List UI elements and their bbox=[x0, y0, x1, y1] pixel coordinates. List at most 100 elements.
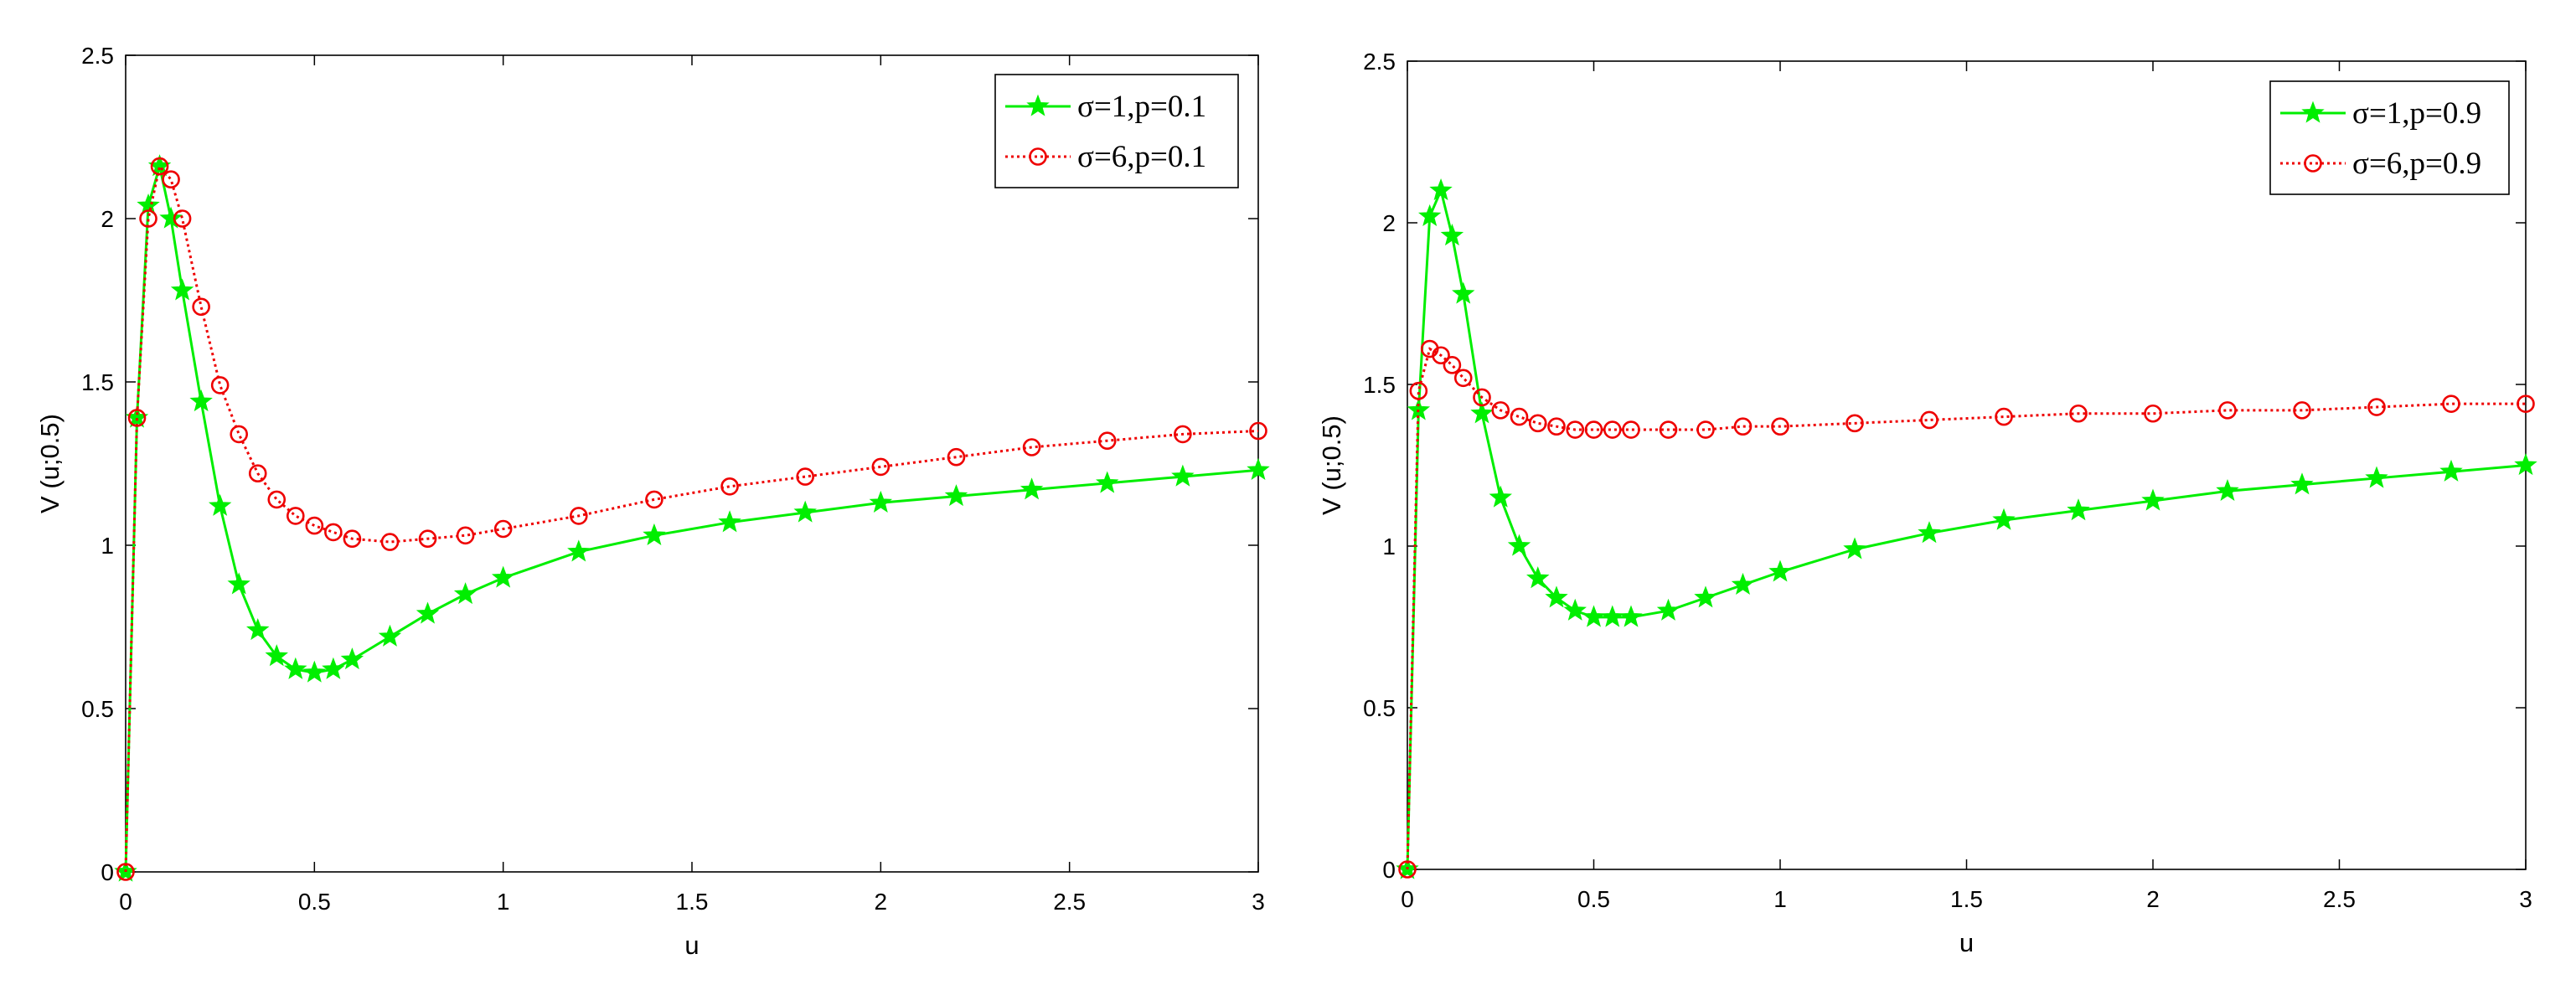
data-point bbox=[1526, 566, 1550, 589]
data-point bbox=[208, 493, 232, 516]
data-point bbox=[1020, 477, 1044, 500]
data-point bbox=[645, 490, 663, 509]
data-point bbox=[2365, 466, 2388, 488]
data-point bbox=[1622, 420, 1640, 439]
data-point bbox=[569, 507, 588, 525]
plot-area-box bbox=[1407, 60, 2527, 870]
data-point bbox=[1440, 224, 1464, 246]
x-tick-label: 0 bbox=[1401, 886, 1414, 912]
data-point bbox=[1694, 585, 1717, 608]
data-point bbox=[1473, 388, 1491, 407]
data-point bbox=[1566, 420, 1585, 439]
data-point bbox=[1545, 585, 1568, 608]
data-point bbox=[1584, 420, 1603, 439]
data-point bbox=[116, 863, 135, 881]
data-point bbox=[139, 209, 157, 228]
data-point bbox=[947, 447, 966, 467]
data-point bbox=[2439, 459, 2463, 482]
data-point bbox=[246, 617, 270, 641]
y-tick-label: 2 bbox=[101, 206, 114, 232]
data-point bbox=[1918, 521, 1941, 544]
data-point bbox=[2067, 498, 2090, 521]
data-point bbox=[1507, 534, 1531, 556]
data-point bbox=[2290, 472, 2314, 495]
data-point bbox=[2141, 488, 2165, 511]
x-tick-label: 0.5 bbox=[1577, 886, 1610, 912]
data-point bbox=[162, 170, 180, 188]
y-axis-label: V (u;0.5) bbox=[1317, 415, 1346, 515]
x-tick-label: 0 bbox=[119, 889, 132, 915]
y-tick-label: 1.5 bbox=[81, 369, 114, 395]
data-point bbox=[189, 389, 213, 412]
y-tick-label: 1 bbox=[1382, 534, 1396, 559]
data-point bbox=[793, 500, 817, 523]
data-point bbox=[170, 278, 194, 301]
chart-left: 0 0.5 1 1.5 2 2.5 3 0 0.5 1 1.5 2 2.5 u V (u;0.5) σ=1,p… bbox=[35, 43, 1270, 960]
y-tick-label: 0.5 bbox=[81, 696, 114, 722]
data-point bbox=[1528, 414, 1547, 433]
y-tick-label: 1 bbox=[101, 533, 114, 559]
data-point bbox=[2517, 394, 2535, 413]
legend-marker bbox=[1029, 147, 1047, 166]
data-point bbox=[2144, 404, 2162, 423]
data-point bbox=[2293, 401, 2311, 420]
data-point bbox=[173, 209, 192, 228]
data-point bbox=[1920, 410, 1938, 430]
data-point bbox=[1547, 417, 1566, 436]
data-point bbox=[720, 477, 739, 496]
data-point bbox=[159, 206, 183, 229]
data-point bbox=[305, 516, 324, 535]
data-point bbox=[1768, 559, 1792, 582]
data-point bbox=[456, 526, 475, 545]
x-tick-label: 1.5 bbox=[676, 889, 709, 915]
series-line bbox=[1406, 347, 2526, 870]
legend-box bbox=[2269, 80, 2510, 195]
data-point bbox=[1733, 417, 1753, 436]
data-point bbox=[491, 565, 515, 588]
data-point bbox=[1659, 420, 1678, 439]
data-point bbox=[1656, 598, 1680, 621]
y-tick-label: 0 bbox=[101, 859, 114, 885]
y-tick-label: 1.5 bbox=[1363, 372, 1396, 398]
x-tick-label: 1 bbox=[1773, 886, 1787, 912]
data-point bbox=[302, 660, 327, 683]
data-point bbox=[718, 510, 741, 533]
data-point bbox=[1510, 407, 1529, 426]
data-point bbox=[1992, 508, 2016, 530]
data-point bbox=[248, 464, 267, 483]
data-point bbox=[1407, 398, 1431, 420]
x-tick-label: 0.5 bbox=[298, 889, 331, 915]
data-point bbox=[1247, 457, 1270, 480]
data-point bbox=[871, 457, 891, 477]
data-point bbox=[1489, 485, 1512, 508]
data-point bbox=[322, 657, 345, 679]
x-tick-label: 1 bbox=[497, 889, 510, 915]
plot-area-box bbox=[125, 54, 1259, 873]
data-point bbox=[1696, 420, 1715, 439]
data-point bbox=[265, 644, 288, 667]
data-point bbox=[2216, 478, 2239, 502]
data-point bbox=[1429, 178, 1453, 201]
x-tick-label: 1.5 bbox=[1950, 886, 1983, 912]
data-point bbox=[1619, 605, 1643, 627]
data-point bbox=[1843, 537, 1866, 559]
legend-marker bbox=[2304, 154, 2322, 173]
data-point bbox=[1398, 860, 1417, 879]
series-1 bbox=[1396, 178, 2537, 879]
data-point bbox=[796, 467, 815, 486]
x-tick-label: 2 bbox=[2146, 886, 2160, 912]
data-point bbox=[1409, 381, 1428, 400]
series-line bbox=[124, 163, 1259, 873]
data-point bbox=[227, 572, 250, 595]
data-point bbox=[416, 601, 440, 624]
y-tick-label: 2.5 bbox=[81, 43, 114, 69]
legend-box bbox=[994, 74, 1239, 188]
data-point bbox=[2367, 398, 2386, 416]
data-point bbox=[1846, 414, 1864, 433]
y-tick-label: 2 bbox=[1382, 210, 1396, 236]
data-point bbox=[1249, 421, 1267, 441]
data-point bbox=[1452, 281, 1475, 304]
data-point bbox=[1171, 464, 1195, 487]
data-point bbox=[267, 490, 287, 509]
